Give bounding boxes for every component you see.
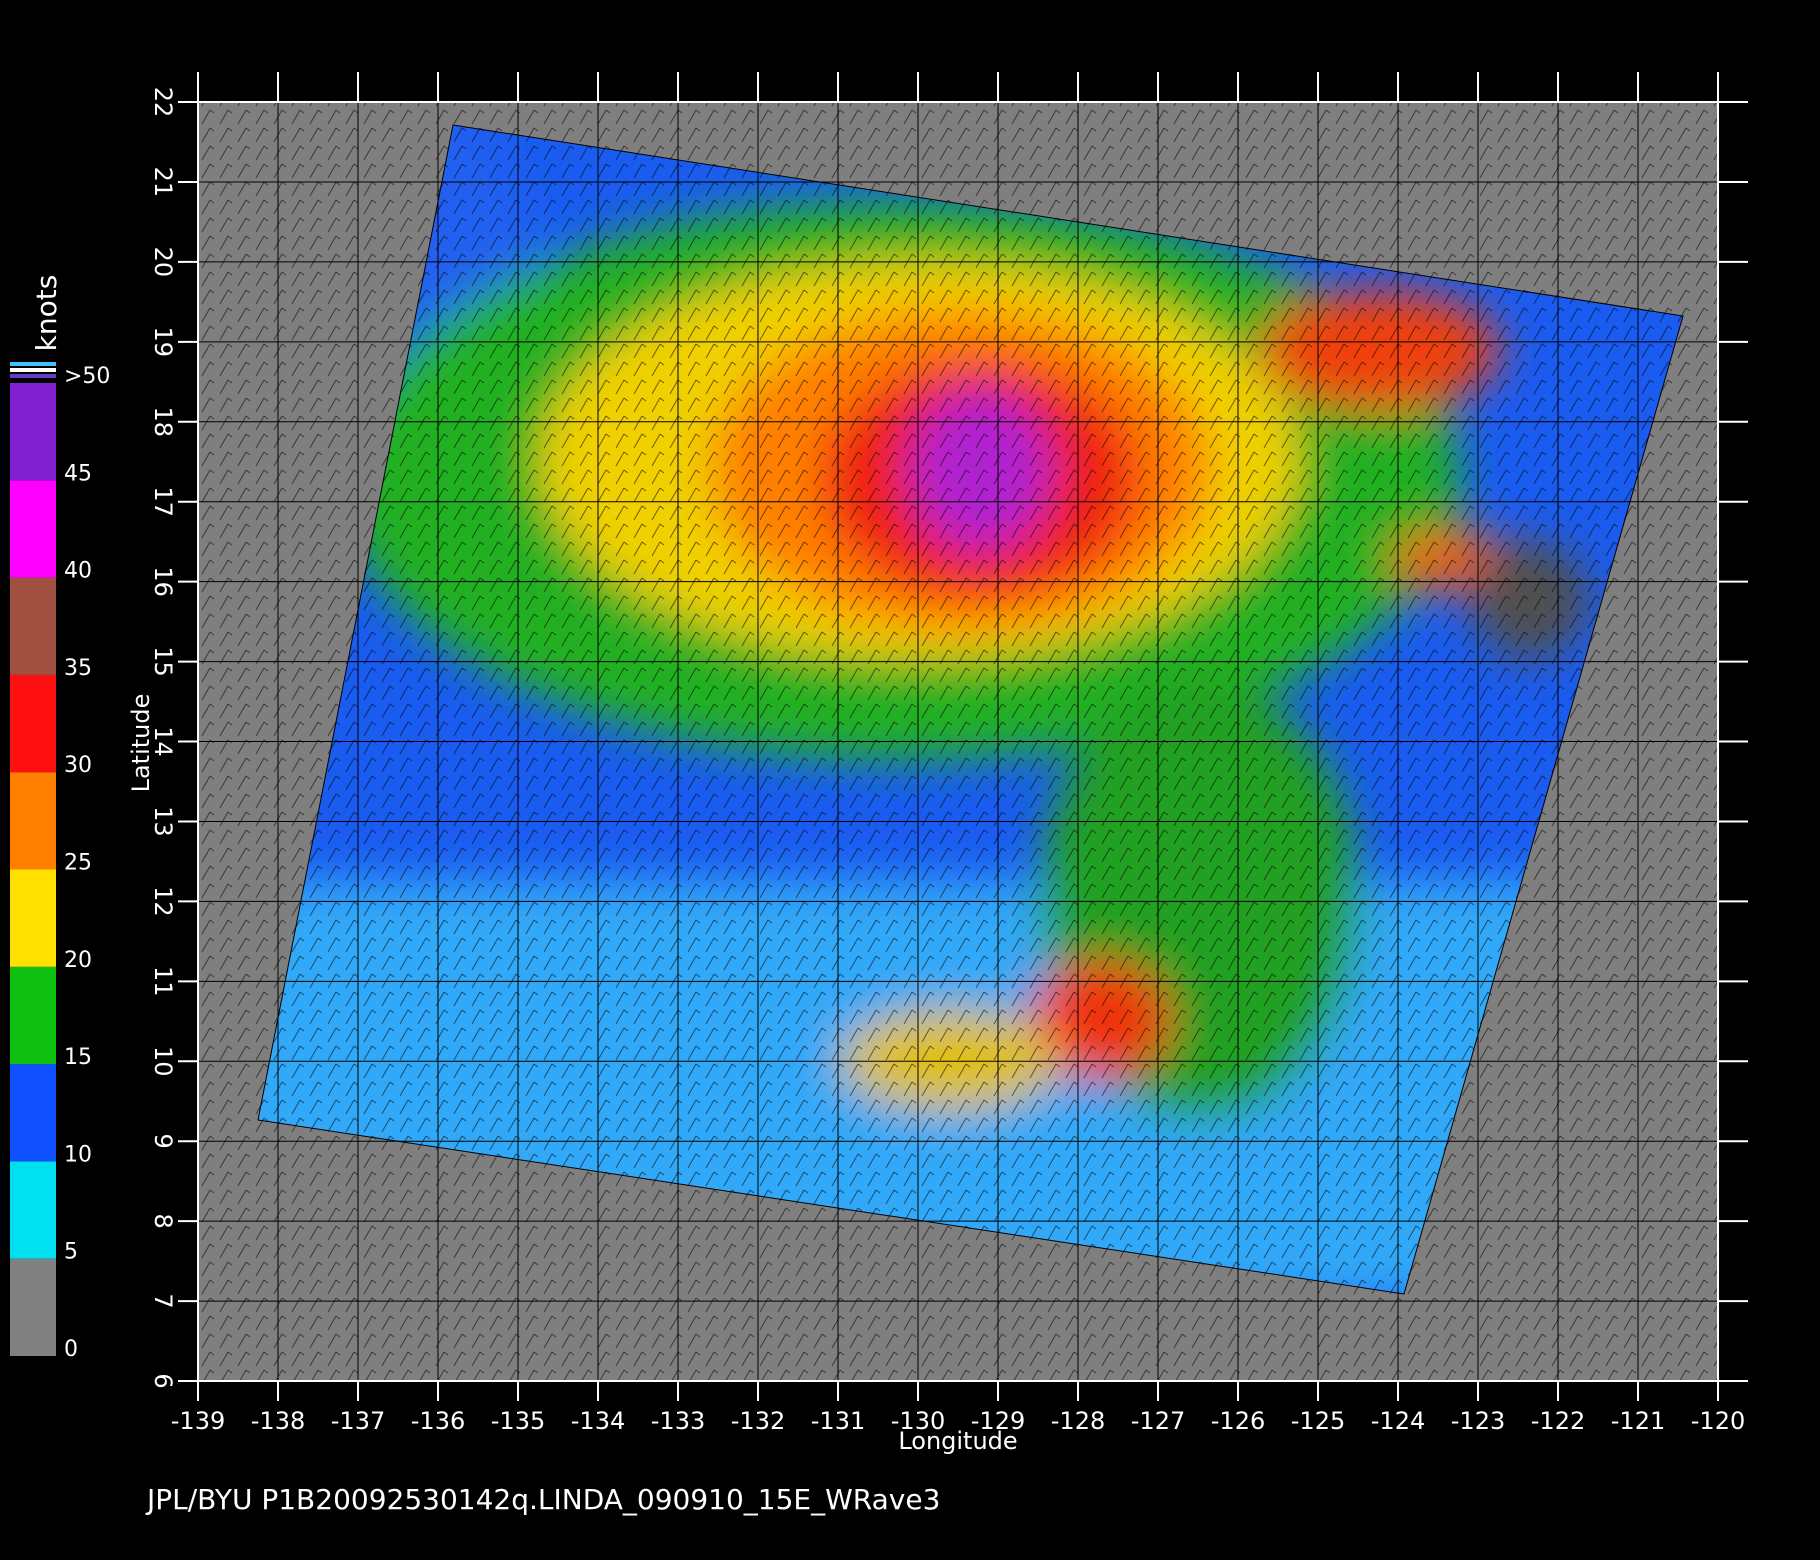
colorbar-tick-label: >50	[64, 364, 110, 389]
colorbar-segment	[10, 966, 56, 1065]
colorbar-tick-label: 20	[64, 948, 92, 973]
y-tick-label: 18	[149, 406, 177, 437]
colorbar-cap	[10, 368, 56, 372]
x-tick-label: -127	[1131, 1407, 1185, 1435]
x-axis-label: Longitude	[898, 1427, 1017, 1455]
y-tick-label: 13	[149, 806, 177, 837]
x-tick-label: -128	[1051, 1407, 1105, 1435]
x-tick-label: -133	[651, 1407, 705, 1435]
y-tick-label: 9	[149, 1134, 177, 1149]
colorbar-cap	[10, 362, 56, 366]
colorbar-segment	[10, 869, 56, 967]
colorbar-segment	[10, 1161, 56, 1259]
colorbar-tick-label: 5	[64, 1240, 78, 1265]
colorbar-label: knots	[30, 275, 63, 352]
y-tick-label: 16	[149, 566, 177, 597]
colorbar-tick-label: 45	[64, 461, 92, 486]
x-tick-label: -123	[1451, 1407, 1505, 1435]
y-tick-label: 6	[149, 1373, 177, 1388]
colorbar-segment	[10, 772, 56, 870]
y-tick-label: 7	[149, 1293, 177, 1308]
x-tick-label: -136	[411, 1407, 465, 1435]
x-tick-label: -135	[491, 1407, 545, 1435]
x-tick-label: -122	[1531, 1407, 1585, 1435]
colorbar-segment	[10, 674, 56, 773]
x-tick-label: -130	[891, 1407, 945, 1435]
x-tick-label: -126	[1211, 1407, 1265, 1435]
swath-edge	[257, 124, 1684, 1295]
x-tick-label: -139	[171, 1407, 225, 1435]
y-tick-label: 12	[149, 886, 177, 917]
y-tick-label: 17	[149, 486, 177, 517]
y-tick-label: 19	[149, 327, 177, 358]
x-tick-label: -134	[571, 1407, 625, 1435]
y-tick-label: 10	[149, 1046, 177, 1077]
x-tick-label: -124	[1371, 1407, 1425, 1435]
y-tick-label: 21	[149, 167, 177, 198]
x-tick-label: -120	[1691, 1407, 1745, 1435]
colorbar-tick-label: 35	[64, 656, 92, 681]
colorbar-segment	[10, 383, 56, 481]
y-tick-label: 20	[149, 247, 177, 278]
colorbar-tick-label: 0	[64, 1337, 78, 1362]
colorbar-tick-label: 15	[64, 1045, 92, 1070]
x-tick-label: -131	[811, 1407, 865, 1435]
y-tick-label: 14	[149, 726, 177, 757]
footer: JPL/BYU P1B20092530142q.LINDA_090910_15E…	[145, 1483, 940, 1516]
x-tick-label: -121	[1611, 1407, 1665, 1435]
x-tick-label: -129	[971, 1407, 1025, 1435]
colorbar-segment	[10, 577, 56, 675]
colorbar-tick-label: 25	[64, 851, 92, 876]
colorbar-cap	[10, 374, 56, 378]
x-tick-label: -125	[1291, 1407, 1345, 1435]
plot-frame	[197, 101, 1719, 1382]
y-axis-label: Latitude	[127, 694, 155, 793]
colorbar-segment	[10, 1258, 56, 1356]
y-tick-label: 8	[149, 1213, 177, 1228]
y-tick-label: 11	[149, 966, 177, 997]
y-tick-label: 15	[149, 646, 177, 677]
colorbar-tick-label: 30	[64, 753, 92, 778]
x-tick-label: -137	[331, 1407, 385, 1435]
x-tick-label: -132	[731, 1407, 785, 1435]
y-tick-label: 22	[149, 87, 177, 118]
colorbar-tick-label: 40	[64, 559, 92, 584]
colorbar-segment	[10, 1064, 56, 1162]
colorbar-segment	[10, 480, 56, 578]
x-tick-label: -138	[251, 1407, 305, 1435]
colorbar-tick-label: 10	[64, 1142, 92, 1167]
